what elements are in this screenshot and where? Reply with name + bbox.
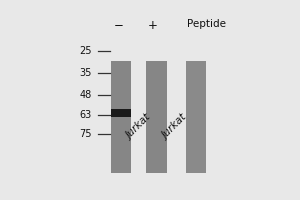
Text: 75: 75 [79, 129, 92, 139]
Bar [111, 61, 130, 173]
Text: Peptide: Peptide [188, 19, 226, 29]
Text: 25: 25 [79, 46, 92, 56]
Bar [186, 61, 206, 173]
Text: 35: 35 [79, 68, 92, 78]
Text: Jurkat: Jurkat [160, 112, 189, 141]
Text: −: − [114, 19, 123, 32]
Text: +: + [148, 19, 158, 32]
Text: 63: 63 [79, 110, 92, 120]
Text: 48: 48 [79, 90, 92, 100]
Text: Jurkat: Jurkat [124, 112, 153, 141]
Bar [146, 61, 167, 173]
Bar [111, 109, 130, 117]
